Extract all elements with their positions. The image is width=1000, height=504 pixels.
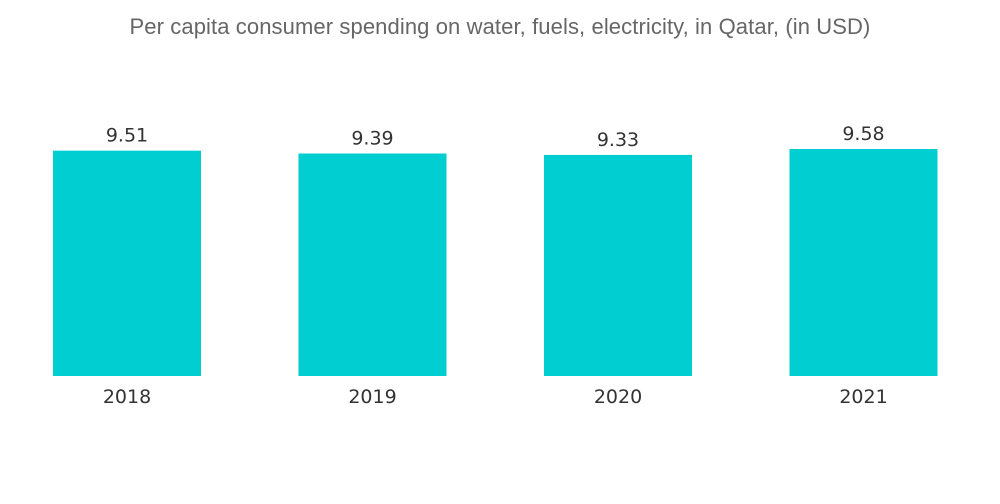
x-tick-label-2019: 2019 xyxy=(348,386,396,408)
bar-2019 xyxy=(298,153,447,376)
bar-2018 xyxy=(53,150,201,376)
value-label-2019: 9.39 xyxy=(351,128,393,150)
value-label-2021: 9.58 xyxy=(842,123,884,145)
bar-2020 xyxy=(544,154,692,376)
x-tick-label-2020: 2020 xyxy=(594,386,642,408)
value-labels-layer: 9.51 9.39 9.33 9.58 xyxy=(106,123,885,151)
bars-layer xyxy=(53,149,938,376)
chart-title: Per capita consumer spending on water, f… xyxy=(129,14,871,39)
x-tick-label-2018: 2018 xyxy=(103,386,151,408)
value-label-2020: 9.33 xyxy=(597,129,639,151)
value-label-2018: 9.51 xyxy=(106,125,148,147)
x-tick-labels-layer: 2018 2019 2020 2021 xyxy=(103,386,888,408)
bar-2021 xyxy=(789,149,938,376)
x-tick-label-2021: 2021 xyxy=(839,386,887,408)
